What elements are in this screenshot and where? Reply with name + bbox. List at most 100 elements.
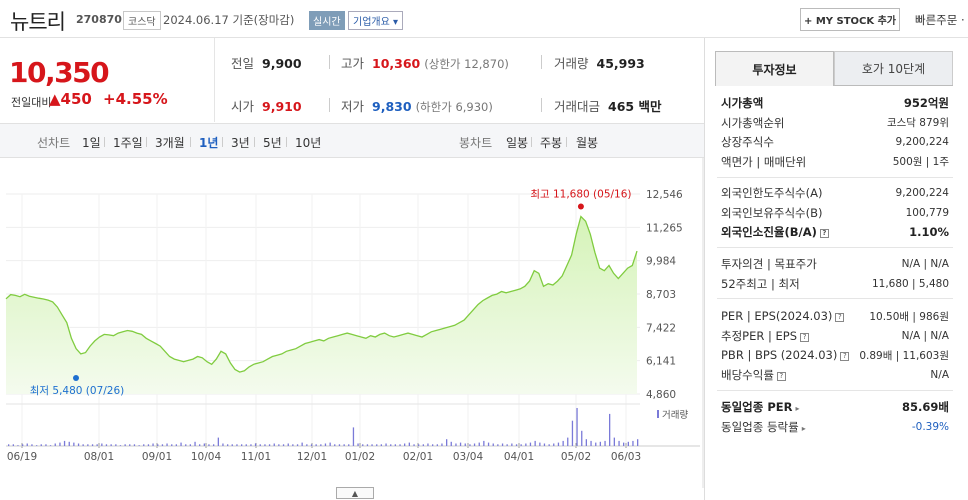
info-value: 85.69배 bbox=[902, 400, 949, 414]
period-daily[interactable]: 일봉 bbox=[506, 136, 529, 150]
period-1d[interactable]: 1일 bbox=[82, 136, 101, 150]
volume-bar bbox=[40, 444, 42, 446]
info-value: 9,200,224 bbox=[895, 136, 949, 148]
tab-invest-info[interactable]: 투자정보 bbox=[715, 51, 834, 86]
volume-bar bbox=[36, 445, 38, 446]
info-value: 11,680 | 5,480 bbox=[871, 277, 949, 290]
volume-bar bbox=[422, 444, 424, 446]
volume-bar bbox=[432, 444, 434, 446]
volume-bar bbox=[203, 443, 205, 446]
current-price: 10,350 bbox=[9, 56, 110, 89]
volume-bar bbox=[427, 443, 429, 446]
period-5y[interactable]: 5년 bbox=[263, 136, 282, 150]
change-label: 전일대비 bbox=[11, 96, 52, 109]
volume-bar bbox=[413, 444, 415, 446]
volume-bar bbox=[110, 444, 112, 446]
volume-bar bbox=[180, 442, 182, 446]
period-monthly[interactable]: 월봉 bbox=[576, 136, 599, 150]
info-row: 외국인소진율(B/A)? 1.10% bbox=[721, 223, 949, 241]
volume-bar bbox=[441, 443, 443, 446]
volume-bar bbox=[59, 442, 61, 446]
help-icon[interactable]: ? bbox=[776, 371, 786, 381]
y-tick-label: 9,984 bbox=[646, 256, 676, 268]
x-tick-label: 10/04 bbox=[191, 451, 222, 463]
volume-bar bbox=[73, 442, 75, 446]
volume-bar bbox=[185, 444, 187, 446]
info-label: 액면가 | 매매단위 bbox=[721, 154, 807, 169]
trade-amount: 거래대금 465 백만 bbox=[554, 96, 661, 115]
volume-bar bbox=[571, 420, 574, 446]
info-value: -0.39% bbox=[911, 420, 949, 433]
volume-bar bbox=[45, 444, 47, 446]
period-weekly[interactable]: 주봉 bbox=[540, 136, 563, 150]
volume-bar bbox=[380, 444, 382, 446]
info-row: 외국인보유주식수(B) 100,779 bbox=[721, 204, 949, 222]
period-3y[interactable]: 3년 bbox=[231, 136, 250, 150]
volume-bar bbox=[604, 440, 606, 446]
high-marker bbox=[577, 203, 584, 210]
help-icon[interactable]: ? bbox=[835, 313, 845, 322]
info-row[interactable]: 동일업종 등락률 ▸ -0.39% bbox=[721, 418, 949, 436]
stock-name: 뉴트리 bbox=[10, 10, 66, 34]
info-value: 952억원 bbox=[903, 96, 949, 110]
volume-bar bbox=[119, 445, 122, 446]
volume-bar bbox=[213, 444, 215, 446]
info-value: N/A bbox=[930, 368, 949, 381]
volume-bar bbox=[292, 444, 294, 446]
volume-bar bbox=[455, 443, 457, 446]
x-tick-label: 02/01 bbox=[403, 451, 433, 463]
volume-bar bbox=[227, 444, 229, 446]
period-10y[interactable]: 10년 bbox=[295, 136, 322, 150]
volume-bar bbox=[362, 444, 364, 446]
volume-bar bbox=[348, 444, 350, 446]
volume-bar bbox=[408, 442, 410, 446]
info-value: 10.50배 | 986원 bbox=[869, 310, 949, 323]
period-1y[interactable]: 1년 bbox=[199, 136, 219, 150]
volume-value: 45,993 bbox=[596, 56, 645, 71]
tab-order-book-10[interactable]: 호가 10단계 bbox=[834, 51, 953, 86]
chart-scroll-up-button[interactable]: ▲ bbox=[336, 487, 374, 499]
x-tick-label: 04/01 bbox=[504, 451, 534, 463]
x-tick-label: 05/02 bbox=[561, 451, 591, 463]
volume-bar bbox=[548, 444, 550, 446]
quick-order-link[interactable]: 빠른주문 · bbox=[915, 13, 965, 27]
volume-bar bbox=[315, 444, 317, 446]
volume-bar bbox=[525, 443, 527, 446]
volume-bar bbox=[138, 445, 140, 446]
volume-bar bbox=[310, 444, 313, 446]
volume-bar bbox=[17, 445, 19, 446]
price-chart[interactable]: 12,546 11,265 9,984 8,703 7,422 6,141 4,860 06/… bbox=[0, 158, 704, 488]
volume-bar bbox=[171, 444, 173, 446]
change-rate: +4.55% bbox=[103, 90, 168, 108]
realtime-badge[interactable]: 실시간 bbox=[309, 11, 345, 30]
period-3m[interactable]: 3개월 bbox=[155, 136, 185, 150]
volume-bar bbox=[49, 445, 52, 446]
period-1w[interactable]: 1주일 bbox=[113, 136, 143, 150]
open-value: 9,910 bbox=[262, 99, 302, 114]
info-label: 추정PER | EPS? bbox=[721, 328, 810, 344]
volume-bar bbox=[450, 441, 452, 446]
volume-bar bbox=[147, 444, 150, 446]
volume-bar bbox=[357, 443, 359, 446]
volume-bar bbox=[576, 408, 578, 446]
volume-bar bbox=[91, 444, 94, 446]
add-my-stock-button[interactable]: + MY STOCK 추가 bbox=[800, 8, 900, 31]
help-icon[interactable]: ? bbox=[819, 229, 829, 238]
info-label: 시가총액 bbox=[721, 96, 764, 110]
company-overview-dropdown[interactable]: 기업개요 ▾ bbox=[348, 11, 403, 30]
y-tick-label: 7,422 bbox=[646, 322, 676, 334]
info-row[interactable]: 동일업종 PER ▸ 85.69배 bbox=[721, 398, 949, 416]
help-icon[interactable]: ? bbox=[800, 332, 810, 342]
volume-bar bbox=[338, 444, 341, 446]
divider bbox=[329, 55, 330, 69]
volume-legend: 거래량 bbox=[662, 409, 688, 421]
help-icon[interactable]: ? bbox=[840, 352, 850, 361]
info-row: 투자의견 | 목표주가 N/A | N/A bbox=[721, 255, 949, 273]
info-label: PBR | BPS (2024.03)? bbox=[721, 348, 850, 362]
volume-bar bbox=[609, 413, 611, 446]
divider bbox=[329, 98, 330, 112]
volume-bar bbox=[623, 442, 625, 446]
info-value: 9,200,224 bbox=[895, 187, 949, 199]
volume-bar bbox=[161, 444, 164, 446]
lower-limit: (하한가 6,930) bbox=[415, 100, 493, 114]
